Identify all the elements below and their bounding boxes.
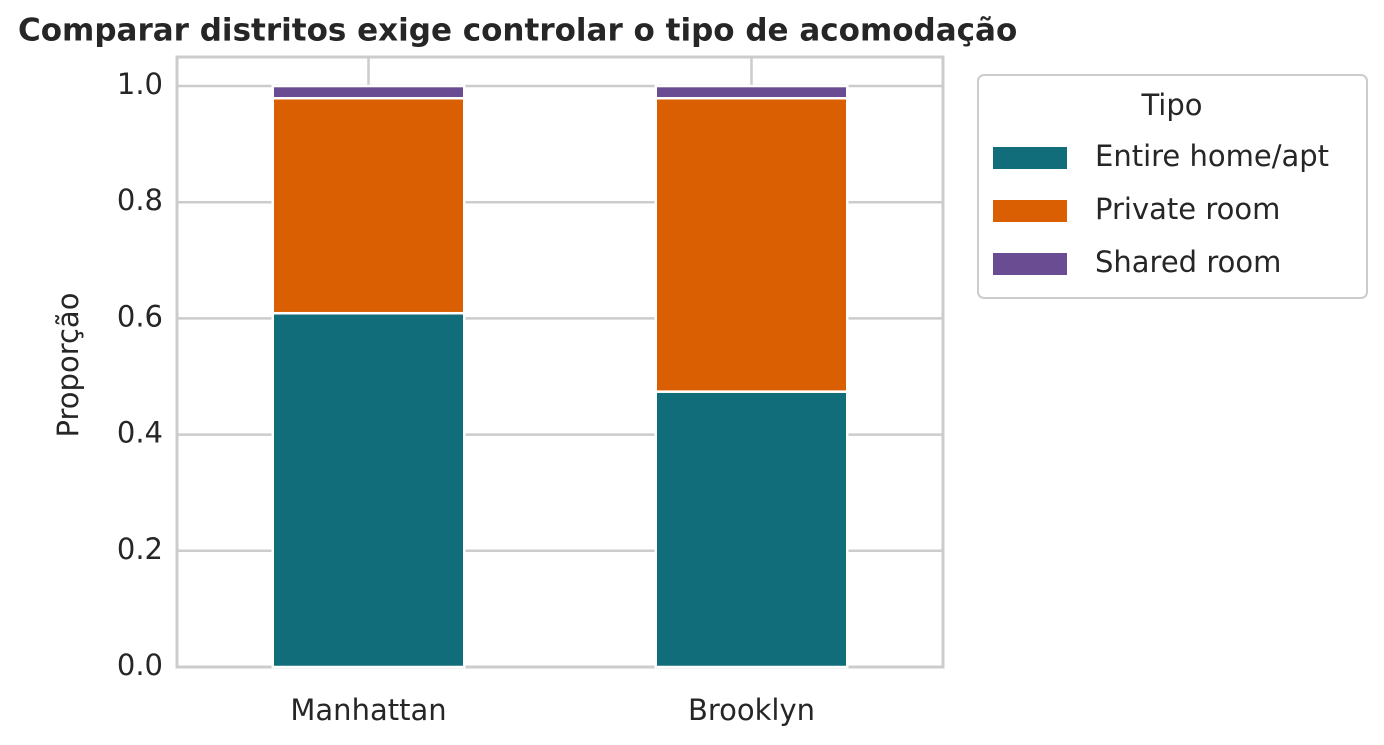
legend-title: Tipo xyxy=(1140,88,1202,122)
x-tick-label: Manhattan xyxy=(290,693,446,727)
y-tick-label: 0.4 xyxy=(117,416,163,450)
legend-box xyxy=(977,74,1368,299)
bar-segment xyxy=(654,96,849,393)
plot-frame xyxy=(175,55,945,669)
legend-swatch xyxy=(993,253,1067,275)
bar-segment xyxy=(271,84,466,100)
y-tick-label: 0.2 xyxy=(117,532,163,566)
legend-label: Shared room xyxy=(1095,245,1281,279)
y-axis-label: Proporção xyxy=(51,293,85,438)
bar-segment xyxy=(654,390,849,669)
y-tick-label: 0.6 xyxy=(117,299,163,333)
y-tick-label: 0.0 xyxy=(117,648,163,682)
legend-label: Entire home/apt xyxy=(1095,139,1329,173)
legend-swatch xyxy=(993,200,1067,222)
bar-segment xyxy=(271,96,466,315)
y-tick-label: 1.0 xyxy=(117,67,163,101)
chart-title: Comparar distritos exige controlar o tip… xyxy=(18,13,1017,49)
legend-label: Private room xyxy=(1095,192,1280,226)
y-tick-label: 0.8 xyxy=(117,183,163,217)
legend-swatch xyxy=(993,147,1067,169)
x-tick-label: Brooklyn xyxy=(688,693,815,727)
bar-segment xyxy=(271,311,466,669)
bar-segment xyxy=(654,84,849,100)
